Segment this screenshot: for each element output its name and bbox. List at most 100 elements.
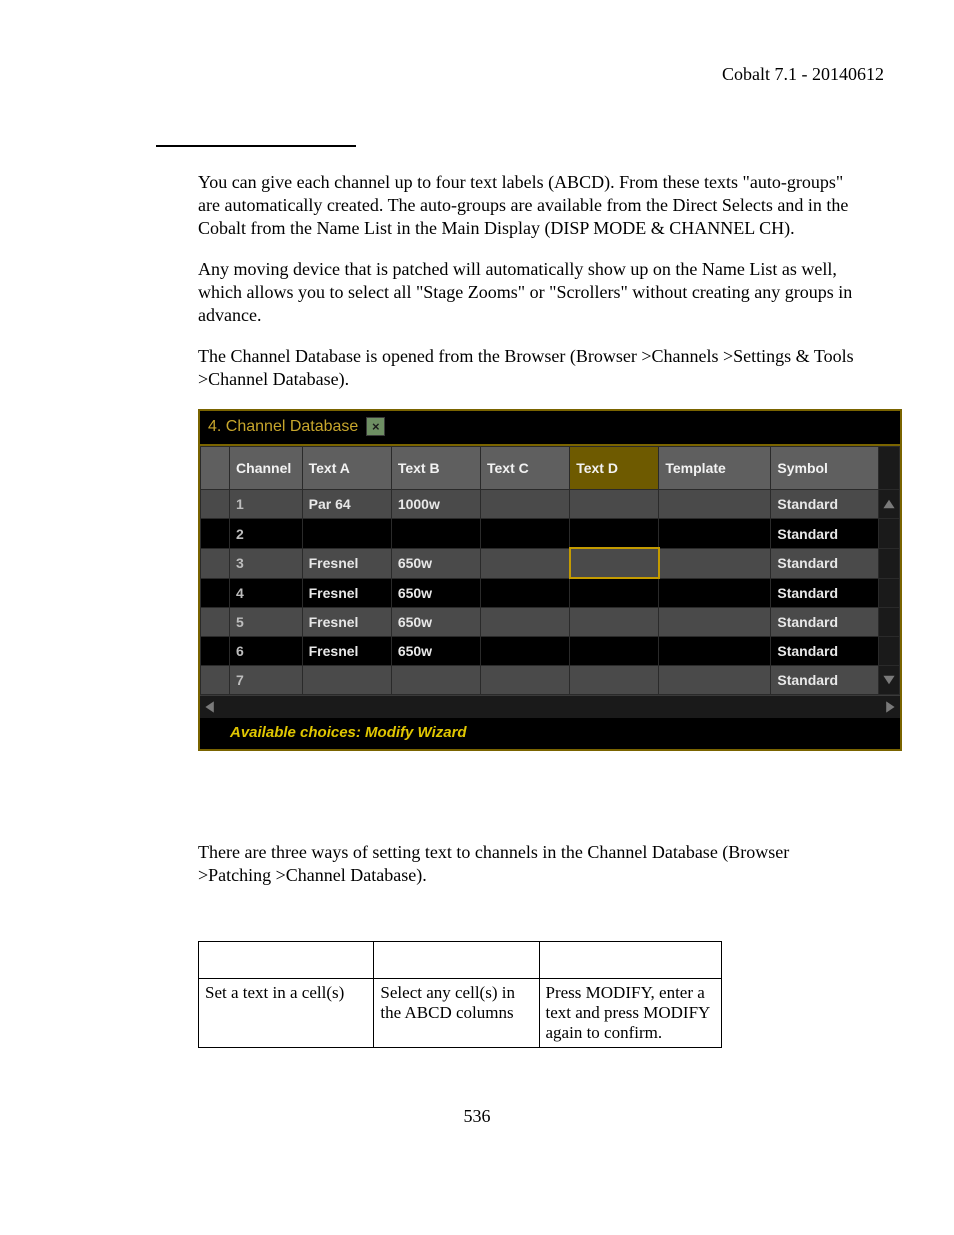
cell-text-c[interactable] [481,490,570,519]
cell-text-a[interactable]: Fresnel [302,608,391,637]
inst-header-2 [374,942,539,979]
cell-text-b[interactable]: 650w [391,548,480,578]
paragraph-4: There are three ways of setting text to … [198,841,864,887]
cell-symbol[interactable]: Standard [771,637,879,666]
cell-text-a[interactable] [302,666,391,695]
cell-channel[interactable]: 2 [230,519,303,549]
cell-channel[interactable]: 4 [230,578,303,608]
window-title: 4. Channel Database [208,418,358,436]
cell-template[interactable] [659,578,771,608]
vscroll-track[interactable] [879,637,900,666]
col-text-b[interactable]: Text B [391,447,480,490]
cell-gutter[interactable] [201,666,230,695]
cell-channel[interactable]: 3 [230,548,303,578]
cell-text-a[interactable]: Fresnel [302,637,391,666]
window-footer: Available choices: Modify Wizard [200,718,900,749]
table-row[interactable]: 5Fresnel650w Standard [201,608,900,637]
cell-template[interactable] [659,637,771,666]
close-icon[interactable]: × [366,417,385,436]
cell-gutter[interactable] [201,490,230,519]
inst-header-1 [199,942,374,979]
cell-text-c[interactable] [481,666,570,695]
col-gutter [201,447,230,490]
col-text-d[interactable]: Text D [570,447,659,490]
cell-symbol[interactable]: Standard [771,519,879,549]
cell-text-d[interactable] [570,519,659,549]
cell-channel[interactable]: 7 [230,666,303,695]
table-row[interactable]: 3Fresnel650w Standard [201,548,900,578]
cell-gutter[interactable] [201,608,230,637]
cell-text-b[interactable]: 650w [391,608,480,637]
instruction-table: Set a text in a cell(s) Select any cell(… [198,941,722,1048]
cell-channel[interactable]: 6 [230,637,303,666]
cell-symbol[interactable]: Standard [771,666,879,695]
inst-cell: Select any cell(s) in the ABCD columns [374,979,539,1048]
vscroll-track[interactable] [879,519,900,549]
scroll-right-icon[interactable] [880,698,898,716]
table-row: Set a text in a cell(s) Select any cell(… [199,979,722,1048]
cell-text-a[interactable]: Fresnel [302,578,391,608]
cell-text-c[interactable] [481,548,570,578]
cell-symbol[interactable]: Standard [771,548,879,578]
vscroll-track[interactable] [879,608,900,637]
cell-text-b[interactable]: 650w [391,637,480,666]
vscroll-track[interactable] [879,578,900,608]
cell-text-b[interactable] [391,666,480,695]
paragraph-3: The Channel Database is opened from the … [198,345,864,391]
cell-gutter[interactable] [201,519,230,549]
cell-text-b[interactable]: 650w [391,578,480,608]
page-number: 536 [0,1106,954,1127]
cell-template[interactable] [659,666,771,695]
cell-template[interactable] [659,490,771,519]
col-text-a[interactable]: Text A [302,447,391,490]
cell-text-b[interactable] [391,519,480,549]
cell-text-d[interactable] [570,548,659,578]
cell-text-c[interactable] [481,578,570,608]
cell-template[interactable] [659,548,771,578]
cell-template[interactable] [659,519,771,549]
cell-text-c[interactable] [481,637,570,666]
table-row[interactable]: 2 Standard [201,519,900,549]
cell-text-d[interactable] [570,578,659,608]
section-divider [156,145,356,147]
cell-channel[interactable]: 5 [230,608,303,637]
cell-symbol[interactable]: Standard [771,490,879,519]
cell-symbol[interactable]: Standard [771,608,879,637]
col-channel[interactable]: Channel [230,447,303,490]
cell-text-c[interactable] [481,519,570,549]
vscroll-track[interactable] [879,447,900,490]
cell-gutter[interactable] [201,637,230,666]
col-text-c[interactable]: Text C [481,447,570,490]
cell-text-c[interactable] [481,608,570,637]
cell-channel[interactable]: 1 [230,490,303,519]
channel-database-window: 4. Channel Database × Channel Text A Tex… [198,409,902,751]
scroll-left-icon[interactable] [202,698,220,716]
cell-template[interactable] [659,608,771,637]
cell-text-d[interactable] [570,490,659,519]
cell-text-a[interactable]: Fresnel [302,548,391,578]
cell-gutter[interactable] [201,578,230,608]
cell-text-b[interactable]: 1000w [391,490,480,519]
inst-cell: Set a text in a cell(s) [199,979,374,1048]
col-template[interactable]: Template [659,447,771,490]
scroll-down-icon[interactable] [879,666,900,695]
table-row[interactable]: 4Fresnel650w Standard [201,578,900,608]
cell-text-d[interactable] [570,666,659,695]
cell-text-d[interactable] [570,637,659,666]
hscroll-bar[interactable] [200,695,900,718]
table-row[interactable]: 7 Standard [201,666,900,695]
table-row[interactable]: 1Par 641000w Standard [201,490,900,519]
cell-symbol[interactable]: Standard [771,578,879,608]
cell-text-a[interactable]: Par 64 [302,490,391,519]
cell-text-a[interactable] [302,519,391,549]
vscroll-track[interactable] [879,548,900,578]
scroll-up-icon[interactable] [879,490,900,519]
channel-table[interactable]: Channel Text A Text B Text C Text D Temp… [200,446,900,695]
doc-header: Cobalt 7.1 - 20140612 [70,64,884,85]
table-row[interactable]: 6Fresnel650w Standard [201,637,900,666]
col-symbol[interactable]: Symbol [771,447,879,490]
paragraph-2: Any moving device that is patched will a… [198,258,864,327]
cell-gutter[interactable] [201,548,230,578]
cell-text-d[interactable] [570,608,659,637]
inst-cell: Press MODIFY, enter a text and press MOD… [539,979,721,1048]
